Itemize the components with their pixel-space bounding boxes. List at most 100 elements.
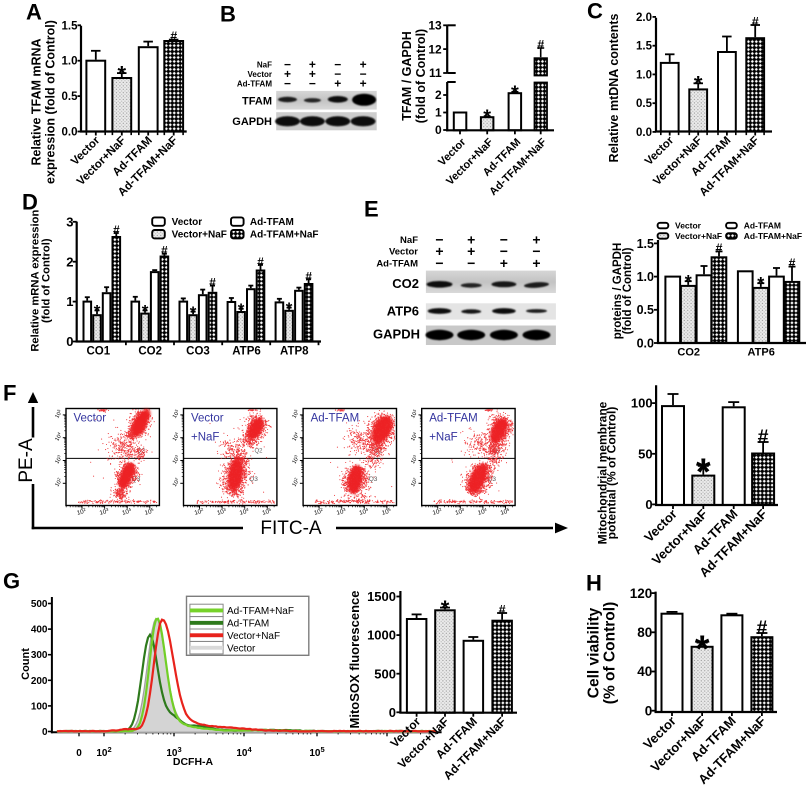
svg-text:0: 0 (645, 497, 652, 512)
svg-text:+: + (309, 67, 316, 81)
svg-text:GAPDH: GAPDH (232, 116, 272, 128)
svg-text:#: # (752, 15, 759, 29)
svg-text:105: 105 (261, 507, 273, 517)
svg-text:+: + (467, 243, 475, 259)
svg-text:12: 12 (428, 42, 442, 56)
svg-text:Ad-TFAM: Ad-TFAM (744, 221, 781, 231)
svg-text:104: 104 (53, 430, 64, 442)
svg-text:+: + (360, 58, 367, 72)
svg-text:ATP6: ATP6 (232, 346, 261, 358)
svg-text:Vector+NaF: Vector+NaF (172, 230, 227, 241)
svg-text:Q2: Q2 (254, 449, 263, 455)
svg-text:−: − (435, 255, 443, 271)
svg-text:+NaF: +NaF (191, 432, 219, 444)
svg-text:#: # (209, 276, 216, 290)
svg-text:1.0: 1.0 (637, 270, 654, 284)
svg-text:H: H (586, 571, 602, 596)
svg-text:1000: 1000 (367, 628, 396, 643)
svg-text:(% of Control): (% of Control) (602, 602, 619, 704)
svg-text:FITC-A: FITC-A (260, 518, 322, 539)
svg-text:11: 11 (429, 66, 442, 80)
svg-text:105: 105 (499, 507, 511, 517)
svg-text:TFAM: TFAM (242, 95, 272, 107)
svg-text:#: # (537, 38, 544, 52)
svg-text:0: 0 (435, 123, 442, 137)
svg-text:500: 500 (31, 599, 48, 610)
svg-text:0.0: 0.0 (636, 127, 652, 139)
svg-text:−: − (309, 77, 316, 91)
svg-text:102: 102 (313, 507, 325, 517)
svg-text:Ad-TFAM+NaF: Ad-TFAM+NaF (227, 606, 294, 617)
svg-text:*: * (441, 596, 450, 621)
svg-text:Q2: Q2 (137, 449, 146, 455)
svg-text:1.0: 1.0 (636, 69, 652, 81)
svg-text:1.5: 1.5 (636, 41, 653, 53)
svg-text:Ad-TFAM: Ad-TFAM (237, 79, 272, 88)
svg-text:103: 103 (290, 453, 301, 465)
svg-text:104: 104 (170, 430, 181, 442)
svg-text:Vector: Vector (248, 70, 272, 79)
svg-text:−: − (284, 58, 291, 72)
svg-text:+: + (334, 77, 341, 91)
svg-text:#: # (756, 617, 767, 639)
svg-text:(fold of Control): (fold of Control) (414, 29, 428, 123)
svg-text:−: − (334, 67, 341, 81)
svg-text:CO2: CO2 (677, 346, 700, 358)
svg-text:2: 2 (66, 254, 73, 269)
svg-text:*: * (286, 299, 293, 318)
svg-text:*: * (757, 274, 764, 294)
svg-text:102: 102 (53, 476, 64, 488)
svg-text:103: 103 (409, 453, 420, 465)
svg-text:104: 104 (290, 430, 301, 442)
svg-text:1.0: 1.0 (62, 56, 78, 68)
svg-text:Cell viability: Cell viability (586, 607, 603, 698)
svg-text:−: − (334, 58, 341, 72)
svg-text:0.0: 0.0 (637, 336, 654, 350)
svg-text:0.5: 0.5 (637, 303, 654, 317)
svg-text:40: 40 (637, 664, 652, 679)
svg-text:0.0: 0.0 (62, 127, 78, 139)
svg-text:CO1: CO1 (86, 346, 110, 358)
svg-text:105: 105 (53, 408, 64, 420)
svg-text:−: − (500, 243, 508, 259)
svg-text:Q2: Q2 (493, 449, 502, 455)
svg-text:D: D (22, 190, 38, 215)
svg-text:+: + (309, 58, 316, 72)
svg-text:(fold of Control): (fold of Control) (40, 238, 52, 323)
svg-text:+: + (500, 255, 508, 271)
svg-text:ATP6: ATP6 (748, 346, 775, 358)
svg-text:120: 120 (630, 586, 653, 601)
svg-text:0.5: 0.5 (636, 98, 653, 110)
svg-text:#: # (113, 223, 120, 237)
svg-text:0: 0 (42, 727, 48, 738)
svg-text:Q3: Q3 (132, 476, 141, 483)
svg-text:PE-A: PE-A (16, 438, 37, 483)
svg-text:Relative TFAM mRNA: Relative TFAM mRNA (29, 38, 43, 165)
svg-text:+: + (360, 77, 367, 91)
svg-text:#: # (305, 269, 312, 283)
svg-text:50: 50 (638, 446, 652, 461)
svg-text:DCFH-A: DCFH-A (173, 756, 214, 768)
svg-text:NaF: NaF (400, 235, 418, 246)
svg-text:2.0: 2.0 (636, 12, 652, 24)
svg-text:Ad-TFAM+NaF: Ad-TFAM+NaF (250, 230, 319, 241)
svg-text:102: 102 (170, 476, 181, 488)
svg-text:103: 103 (336, 507, 348, 517)
svg-text:Ad-TFAM+NaF: Ad-TFAM+NaF (744, 231, 802, 241)
svg-text:300: 300 (31, 650, 48, 661)
svg-text:80: 80 (637, 625, 652, 640)
svg-text:CO2: CO2 (392, 276, 419, 291)
svg-text:Vector: Vector (227, 643, 256, 654)
svg-text:+: + (532, 231, 540, 247)
svg-text:1.5: 1.5 (62, 20, 79, 32)
svg-text:*: * (190, 303, 197, 322)
svg-text:F: F (3, 381, 16, 406)
svg-text:*: * (696, 452, 711, 494)
svg-text:*: * (94, 302, 101, 321)
svg-text:#: # (758, 426, 769, 448)
svg-text:Q3: Q3 (249, 476, 258, 483)
svg-text:G: G (3, 569, 20, 594)
svg-text:Ad-TFAM: Ad-TFAM (250, 217, 294, 228)
svg-text:103: 103 (454, 507, 466, 517)
svg-text:200: 200 (31, 676, 48, 687)
